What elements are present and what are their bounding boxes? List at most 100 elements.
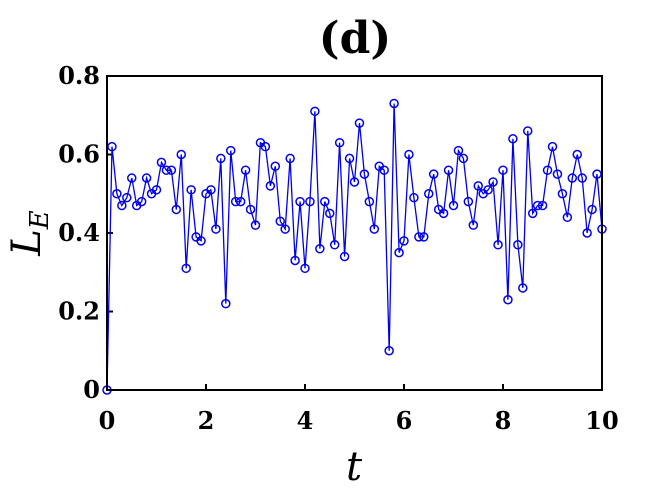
series-le [102, 98, 607, 395]
data-point [379, 165, 389, 175]
data-point [547, 141, 558, 152]
data-point [577, 173, 587, 183]
data-point [151, 185, 162, 195]
data-point [463, 196, 474, 207]
data-point [458, 153, 469, 164]
data-point [325, 208, 335, 219]
data-point [122, 192, 132, 203]
data-point [438, 208, 449, 219]
data-point [310, 106, 320, 117]
data-point [409, 192, 419, 203]
data-point [542, 165, 553, 175]
data-point [567, 173, 578, 183]
data-point [315, 243, 325, 254]
data-point [240, 165, 251, 175]
data-point [488, 177, 498, 187]
data-point [359, 169, 370, 179]
x-axis-label: t [346, 444, 363, 490]
x-tick-label: 0 [99, 406, 116, 435]
data-point [171, 204, 182, 215]
data-point [468, 220, 479, 230]
x-tick-label: 6 [396, 406, 413, 435]
series-line [106, 103, 603, 391]
data-point [117, 200, 127, 211]
data-point [112, 189, 122, 199]
data-point [424, 189, 434, 199]
data-point [260, 141, 271, 152]
y-axis-label-sub: E [25, 210, 55, 230]
data-point [181, 263, 191, 274]
y-tick-label: 0 [83, 375, 100, 404]
x-tick-label: 4 [297, 406, 314, 435]
y-axis-label: LE [4, 210, 55, 257]
data-point [280, 224, 290, 234]
data-point [141, 173, 152, 183]
data-point [176, 149, 186, 160]
data-point [483, 185, 493, 195]
data-point [448, 200, 459, 211]
data-point [503, 294, 513, 305]
data-point [127, 173, 137, 183]
data-point [136, 196, 147, 207]
data-point [270, 161, 281, 172]
data-point [285, 153, 295, 164]
data-point [419, 232, 429, 242]
data-point [221, 298, 231, 309]
data-point [537, 200, 548, 211]
plot-frame [106, 75, 603, 391]
data-point [552, 169, 563, 179]
data-point [206, 185, 216, 195]
data-point [532, 200, 543, 211]
chart-title: (d) [319, 13, 391, 64]
y-tick-label: 0.2 [58, 297, 100, 326]
data-point [389, 98, 399, 109]
data-point [166, 165, 177, 175]
data-point [339, 251, 350, 262]
data-point [369, 224, 380, 234]
data-point [265, 181, 276, 191]
data-point [473, 181, 483, 191]
data-point [428, 169, 439, 179]
data-point [513, 240, 523, 250]
data-point [211, 224, 221, 234]
data-point [344, 153, 355, 164]
data-point [364, 196, 375, 207]
data-point [290, 255, 300, 266]
data-point [226, 145, 236, 156]
data-point [235, 196, 246, 207]
data-point [394, 247, 404, 258]
data-point [527, 208, 538, 219]
data-point [404, 149, 414, 160]
data-point [587, 204, 597, 215]
data-point [399, 236, 409, 246]
data-point [582, 228, 592, 238]
y-tick-label: 0.6 [58, 140, 100, 169]
data-point [443, 165, 454, 175]
data-point [349, 177, 360, 187]
data-point [329, 240, 340, 250]
data-point [557, 189, 568, 199]
data-point [453, 145, 464, 156]
y-axis-label-main: L [4, 229, 50, 257]
data-point [518, 283, 528, 293]
data-point [562, 212, 573, 223]
data-point [414, 232, 424, 242]
data-point [493, 240, 503, 250]
data-point [275, 216, 285, 226]
data-point [196, 236, 206, 246]
data-point [498, 165, 508, 175]
x-tick-label: 8 [495, 406, 512, 435]
data-point [245, 204, 256, 215]
x-tick-label: 2 [198, 406, 215, 435]
y-tick-label: 0.8 [58, 61, 100, 90]
x-axis-ticks: 0 2 4 6 8 10 [99, 384, 619, 435]
data-point [572, 149, 582, 160]
data-point [384, 346, 394, 356]
x-tick-label: 10 [585, 406, 618, 435]
data-point [300, 263, 310, 274]
data-point [334, 137, 345, 148]
data-point [216, 153, 226, 164]
y-tick-label: 0.4 [58, 218, 100, 247]
data-point [161, 165, 172, 175]
